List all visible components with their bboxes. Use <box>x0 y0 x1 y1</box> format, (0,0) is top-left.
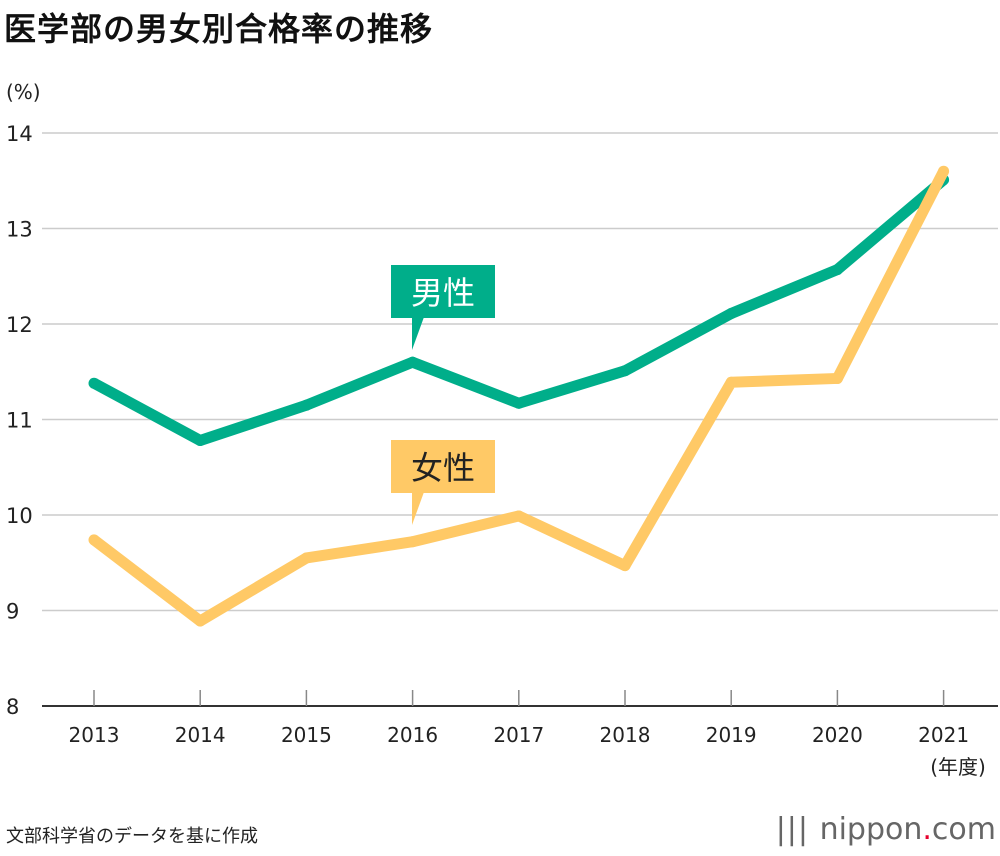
logo-dot: . <box>922 812 932 847</box>
data-point <box>407 356 419 368</box>
x-tick-label: 2013 <box>69 723 120 747</box>
chart-title: 医学部の男女別合格率の推移 <box>4 10 434 48</box>
data-point <box>619 365 631 377</box>
data-point <box>938 165 950 177</box>
data-point <box>300 399 312 411</box>
data-point <box>194 435 206 447</box>
series-label: 女性 <box>411 449 475 487</box>
y-tick-label: 8 <box>6 695 19 719</box>
data-point <box>194 615 206 627</box>
y-tick-label: 13 <box>6 218 33 242</box>
y-tick-label: 10 <box>6 504 33 528</box>
logo-name: ||| <box>775 812 820 847</box>
series-label-box <box>391 440 495 493</box>
source-note: 文部科学省のデータを基に作成 <box>6 826 258 847</box>
x-tick-label: 2021 <box>918 723 969 747</box>
logo-text: nippon <box>819 812 923 847</box>
data-point <box>88 377 100 389</box>
y-axis-unit: (%) <box>6 80 41 104</box>
data-point <box>407 536 419 548</box>
y-tick-label: 11 <box>6 409 33 433</box>
x-tick-label: 2014 <box>175 723 226 747</box>
data-point <box>831 264 843 276</box>
x-tick-label: 2015 <box>281 723 332 747</box>
data-point <box>513 510 525 522</box>
x-tick-label: 2019 <box>706 723 757 747</box>
series-label-pointer <box>412 492 424 525</box>
x-tick-label: 2018 <box>600 723 651 747</box>
nippon-logo: ||| nippon.com <box>776 812 996 847</box>
x-tick-label: 2017 <box>493 723 544 747</box>
x-tick-label: 2016 <box>387 723 438 747</box>
data-point <box>619 560 631 572</box>
y-tick-label: 9 <box>6 600 19 624</box>
logo-tld: com <box>931 812 996 847</box>
data-point <box>88 534 100 546</box>
x-tick-label: 2020 <box>812 723 863 747</box>
series-label: 男性 <box>411 274 475 312</box>
series-label-box <box>391 265 495 318</box>
data-point <box>725 376 737 388</box>
y-tick-label: 12 <box>6 313 33 337</box>
series-label-pointer <box>412 317 424 350</box>
x-axis-label: (年度) <box>930 755 986 779</box>
data-point <box>725 307 737 319</box>
data-point <box>300 552 312 564</box>
data-point <box>513 397 525 409</box>
y-tick-label: 14 <box>6 122 33 146</box>
series-line-1 <box>90 168 949 627</box>
data-point <box>831 372 843 384</box>
